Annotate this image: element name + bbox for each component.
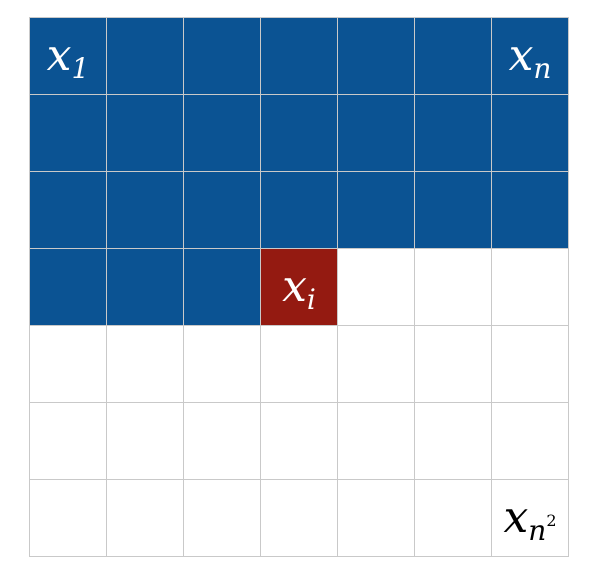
grid-cell-visited <box>184 249 261 326</box>
grid-cell-empty <box>338 326 415 403</box>
grid-cell-empty <box>261 403 338 480</box>
cell-label-current: xi <box>282 261 316 316</box>
grid-cell-empty <box>184 480 261 557</box>
grid-cell-visited <box>415 18 492 95</box>
grid-cell-visited: x1 <box>30 18 107 95</box>
grid-cell-visited <box>30 249 107 326</box>
grid-cell-current: xi <box>261 249 338 326</box>
grid-cell-visited <box>338 172 415 249</box>
grid-cell-visited <box>261 95 338 172</box>
grid-cell-visited <box>261 172 338 249</box>
cell-label-row-end: xn <box>508 30 552 85</box>
grid-cell-visited <box>107 95 184 172</box>
cell-label-first: x1 <box>46 30 90 85</box>
grid-cell-visited <box>492 95 569 172</box>
grid-cell-empty <box>107 326 184 403</box>
grid-cell-visited <box>30 95 107 172</box>
grid-cell-empty <box>184 403 261 480</box>
grid-cell-empty <box>107 403 184 480</box>
grid-cell-visited <box>184 18 261 95</box>
grid-cell-empty <box>30 403 107 480</box>
grid-cell-visited <box>415 172 492 249</box>
grid-cell-empty <box>184 326 261 403</box>
grid-cell-visited <box>338 95 415 172</box>
grid-cell-visited: xn <box>492 18 569 95</box>
grid-cell-visited <box>338 18 415 95</box>
grid-cell-visited <box>492 172 569 249</box>
grid-cell-empty <box>415 249 492 326</box>
grid-cell-empty <box>415 326 492 403</box>
grid-cell-empty <box>492 249 569 326</box>
grid-cell-empty <box>261 326 338 403</box>
grid-cell-empty <box>492 326 569 403</box>
grid-cell-empty <box>30 480 107 557</box>
grid-cell-visited <box>184 172 261 249</box>
grid-cell-empty <box>107 480 184 557</box>
sequence-grid: x1 xn xi xn2 <box>29 17 569 557</box>
grid-cell-visited <box>415 95 492 172</box>
grid-cell-visited <box>107 18 184 95</box>
grid-cell-visited <box>107 172 184 249</box>
grid-cell-empty <box>338 249 415 326</box>
grid-cell-empty <box>338 480 415 557</box>
grid-cell-empty <box>415 403 492 480</box>
grid-cell-empty: xn2 <box>492 480 569 557</box>
grid-cell-visited <box>261 18 338 95</box>
grid-cell-visited <box>107 249 184 326</box>
grid-cell-empty <box>261 480 338 557</box>
cell-label-last: xn2 <box>503 492 557 547</box>
grid-cell-visited <box>184 95 261 172</box>
grid-cell-empty <box>415 480 492 557</box>
grid-cell-visited <box>30 172 107 249</box>
grid-cell-empty <box>492 403 569 480</box>
grid-cell-empty <box>338 403 415 480</box>
grid-cell-empty <box>30 326 107 403</box>
